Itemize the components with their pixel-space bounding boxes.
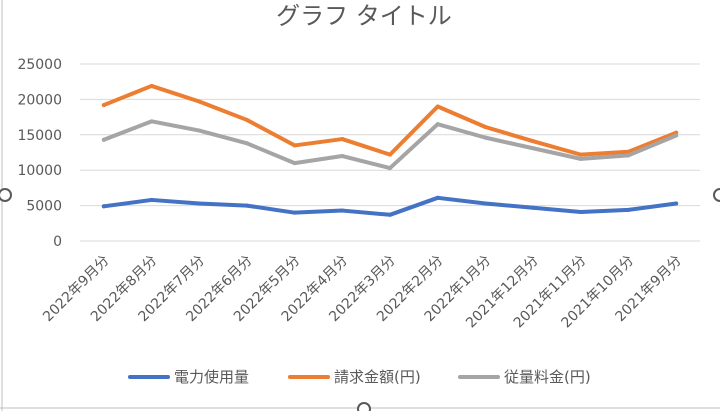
- data-point: [101, 137, 106, 142]
- data-point: [101, 103, 106, 108]
- data-point: [340, 154, 345, 159]
- data-point: [244, 203, 249, 208]
- y-tick-label: 20000: [17, 92, 62, 108]
- resize-handle-right[interactable]: [713, 188, 720, 202]
- resize-handle-bottom[interactable]: [357, 402, 371, 411]
- legend-label[interactable]: 従量料金(円): [504, 368, 591, 386]
- y-axis: 0 5000 10000 15000 20000 25000: [17, 57, 62, 250]
- plot-area[interactable]: [101, 83, 679, 217]
- data-point: [435, 195, 440, 200]
- data-point: [388, 212, 392, 217]
- data-point: [578, 152, 583, 157]
- y-tick-label: 0: [53, 234, 62, 250]
- data-point: [292, 143, 297, 148]
- data-point: [674, 133, 679, 138]
- data-point: [340, 208, 345, 213]
- data-point: [626, 207, 631, 212]
- legend-label[interactable]: 請求金額(円): [334, 368, 421, 386]
- y-tick-label: 15000: [17, 128, 62, 144]
- data-point: [626, 153, 631, 158]
- data-point: [149, 119, 154, 124]
- data-point: [483, 125, 488, 130]
- y-tick-label: 5000: [26, 199, 62, 215]
- data-point: [435, 104, 440, 109]
- y-tick-label: 25000: [17, 57, 62, 73]
- data-point: [149, 83, 154, 88]
- data-point: [531, 205, 536, 210]
- data-point: [531, 139, 536, 144]
- y-tick-label: 10000: [17, 163, 62, 179]
- data-point: [483, 201, 488, 206]
- data-point: [674, 201, 679, 206]
- chart-title[interactable]: グラフ タイトル: [276, 2, 452, 30]
- data-point: [388, 152, 392, 157]
- data-point: [435, 122, 440, 127]
- data-point: [578, 209, 583, 214]
- data-point: [483, 135, 488, 140]
- data-point: [674, 130, 679, 135]
- resize-handle-left[interactable]: [0, 188, 12, 202]
- data-point: [197, 128, 202, 133]
- data-point: [244, 141, 249, 146]
- data-point: [101, 204, 106, 209]
- data-point: [244, 117, 249, 122]
- gridlines: [80, 63, 700, 242]
- data-point: [388, 166, 392, 171]
- data-point: [149, 197, 154, 202]
- data-point: [292, 210, 297, 215]
- data-point: [197, 99, 202, 104]
- legend[interactable]: 電力使用量 請求金額(円) 従量料金(円): [128, 368, 591, 386]
- data-point: [340, 137, 345, 142]
- data-point: [292, 161, 297, 166]
- legend-label[interactable]: 電力使用量: [174, 368, 249, 386]
- data-point: [531, 146, 536, 151]
- data-point: [197, 201, 202, 206]
- data-point: [578, 156, 583, 161]
